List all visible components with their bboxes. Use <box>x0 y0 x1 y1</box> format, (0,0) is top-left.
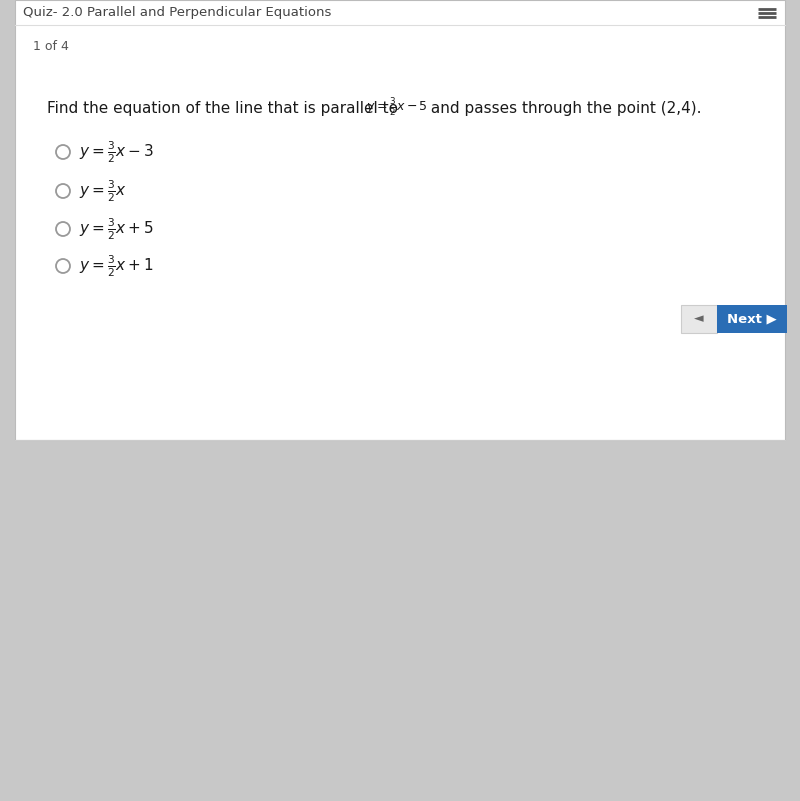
Bar <box>15 0 785 440</box>
Bar <box>717 305 787 333</box>
Text: $y = \frac{3}{2}x$: $y = \frac{3}{2}x$ <box>79 178 127 203</box>
Text: and passes through the point (2,4).: and passes through the point (2,4). <box>426 100 702 115</box>
Text: $y = \frac{3}{2}x + 1$: $y = \frac{3}{2}x + 1$ <box>79 253 154 279</box>
Text: Quiz- 2.0 Parallel and Perpendicular Equations: Quiz- 2.0 Parallel and Perpendicular Equ… <box>23 6 331 19</box>
Text: $y = \frac{3}{2}x + 5$: $y = \frac{3}{2}x + 5$ <box>79 216 154 242</box>
Text: Next ▶: Next ▶ <box>727 312 777 325</box>
Bar <box>681 305 717 333</box>
Text: ◄: ◄ <box>694 312 704 325</box>
Text: 1 of 4: 1 of 4 <box>33 41 69 54</box>
Text: $y = \frac{3}{2}x - 3$: $y = \frac{3}{2}x - 3$ <box>79 139 154 165</box>
Text: $y=\frac{3}{2}x-5$: $y=\frac{3}{2}x-5$ <box>366 96 428 118</box>
Text: Find the equation of the line that is parallel to: Find the equation of the line that is pa… <box>47 100 398 115</box>
